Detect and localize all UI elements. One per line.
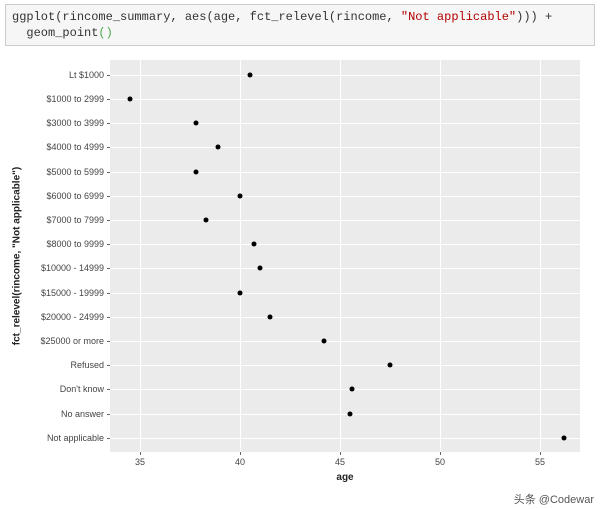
gridline-h	[110, 341, 580, 342]
code-token: aes	[185, 10, 207, 24]
x-tick-label: 45	[335, 457, 345, 467]
gridline-h	[110, 389, 580, 390]
y-tick-mark	[107, 341, 110, 342]
code-token: (age,	[206, 10, 249, 24]
data-point	[194, 121, 199, 126]
gridline-h	[110, 99, 580, 100]
code-token: +	[545, 10, 552, 24]
data-point	[322, 339, 327, 344]
data-point	[204, 218, 209, 223]
y-tick-label: Lt $1000	[9, 70, 104, 80]
code-token: (rincome_summary,	[55, 10, 185, 24]
y-tick-mark	[107, 293, 110, 294]
y-tick-label: $7000 to 7999	[9, 215, 104, 225]
data-point	[350, 387, 355, 392]
x-tick-label: 55	[535, 457, 545, 467]
gridline-v	[540, 60, 541, 452]
code-token: )))	[516, 10, 545, 24]
data-point	[238, 193, 243, 198]
x-tick-label: 40	[235, 457, 245, 467]
data-point	[194, 169, 199, 174]
y-tick-label: $8000 to 9999	[9, 239, 104, 249]
data-point	[252, 242, 257, 247]
gridline-h	[110, 172, 580, 173]
x-tick-label: 35	[135, 457, 145, 467]
y-tick-label: $20000 - 24999	[9, 312, 104, 322]
y-tick-label: $10000 - 14999	[9, 263, 104, 273]
y-tick-mark	[107, 389, 110, 390]
data-point	[348, 411, 353, 416]
data-point	[238, 290, 243, 295]
gridline-h	[110, 244, 580, 245]
gridline-h	[110, 220, 580, 221]
gridline-h	[110, 414, 580, 415]
data-point	[388, 363, 393, 368]
code-token: fct_relevel	[250, 10, 329, 24]
y-tick-mark	[107, 220, 110, 221]
x-tick-mark	[240, 452, 241, 455]
gridline-h	[110, 365, 580, 366]
y-tick-label: Refused	[9, 360, 104, 370]
data-point	[258, 266, 263, 271]
x-tick-mark	[340, 452, 341, 455]
data-point	[248, 72, 253, 77]
gridline-h	[110, 147, 580, 148]
gridline-h	[110, 268, 580, 269]
code-block: ggplot(rincome_summary, aes(age, fct_rel…	[5, 4, 595, 46]
gridline-v	[240, 60, 241, 452]
y-tick-mark	[107, 317, 110, 318]
x-axis-label: age	[336, 472, 353, 483]
x-tick-mark	[440, 452, 441, 455]
y-tick-mark	[107, 147, 110, 148]
y-tick-label: No answer	[9, 409, 104, 419]
gridline-h	[110, 123, 580, 124]
y-tick-mark	[107, 438, 110, 439]
gridline-v	[440, 60, 441, 452]
code-token: "Not applicable"	[401, 10, 516, 24]
y-tick-mark	[107, 244, 110, 245]
data-point	[268, 314, 273, 319]
gridline-v	[140, 60, 141, 452]
plot-area	[110, 60, 580, 452]
gridline-h	[110, 438, 580, 439]
code-token: )	[106, 26, 113, 40]
x-tick-label: 50	[435, 457, 445, 467]
y-tick-mark	[107, 196, 110, 197]
y-tick-label: $1000 to 2999	[9, 94, 104, 104]
y-tick-label: $4000 to 4999	[9, 142, 104, 152]
data-point	[562, 435, 567, 440]
data-point	[216, 145, 221, 150]
gridline-h	[110, 293, 580, 294]
y-tick-label: $15000 - 19999	[9, 288, 104, 298]
y-tick-label: $6000 to 6999	[9, 191, 104, 201]
y-tick-label: $3000 to 3999	[9, 118, 104, 128]
y-tick-mark	[107, 365, 110, 366]
gridline-h	[110, 196, 580, 197]
scatter-chart: fct_relevel(rincome, "Not applicable") a…	[5, 52, 595, 492]
y-tick-mark	[107, 172, 110, 173]
y-tick-label: Not applicable	[9, 433, 104, 443]
code-token: (rincome,	[329, 10, 401, 24]
y-tick-mark	[107, 414, 110, 415]
y-tick-mark	[107, 268, 110, 269]
code-token: ggplot	[12, 10, 55, 24]
gridline-v	[340, 60, 341, 452]
y-tick-mark	[107, 99, 110, 100]
y-tick-label: Don't know	[9, 384, 104, 394]
data-point	[128, 97, 133, 102]
gridline-h	[110, 317, 580, 318]
x-tick-mark	[140, 452, 141, 455]
y-tick-label: $5000 to 5999	[9, 167, 104, 177]
code-token: (	[98, 26, 105, 40]
y-tick-label: $25000 or more	[9, 336, 104, 346]
x-tick-mark	[540, 452, 541, 455]
y-tick-mark	[107, 75, 110, 76]
code-token: geom_point	[26, 26, 98, 40]
gridline-h	[110, 75, 580, 76]
y-tick-mark	[107, 123, 110, 124]
code-token	[12, 26, 26, 40]
